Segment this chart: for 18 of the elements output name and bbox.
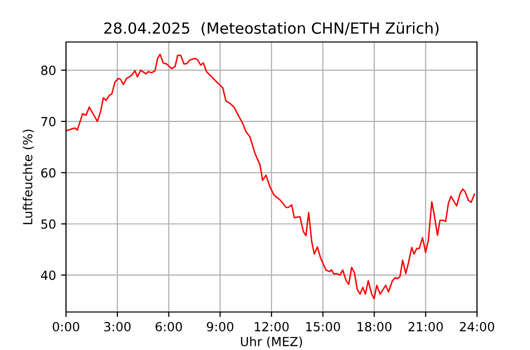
- x-tick-label: 12:00: [254, 322, 289, 332]
- line-series: [66, 54, 476, 300]
- x-tick-label: 3:00: [104, 322, 131, 332]
- x-axis-title: Uhr (MEZ): [240, 336, 302, 348]
- y-tick-label: 60: [41, 168, 56, 178]
- x-tick-label: 18:00: [358, 322, 392, 332]
- y-tick-label: 50: [41, 219, 56, 229]
- y-tick-label: 40: [40, 270, 56, 280]
- x-tick-label: 6:00: [156, 322, 182, 332]
- y-tick-label: 70: [41, 116, 56, 126]
- x-tick-label: 9:00: [206, 322, 234, 332]
- x-tick-label: 21:00: [408, 322, 443, 332]
- x-tick-label: 24:00: [460, 322, 494, 332]
- y-tick-label: 80: [41, 66, 56, 76]
- x-tick-label: 15:00: [306, 322, 340, 332]
- y-axis-title: Luftfeuchte (%): [22, 130, 34, 224]
- x-tick-label: 0:00: [52, 322, 80, 332]
- chart-title: 28.04.2025 (Meteostation CHN/ETH Zürich): [104, 22, 439, 36]
